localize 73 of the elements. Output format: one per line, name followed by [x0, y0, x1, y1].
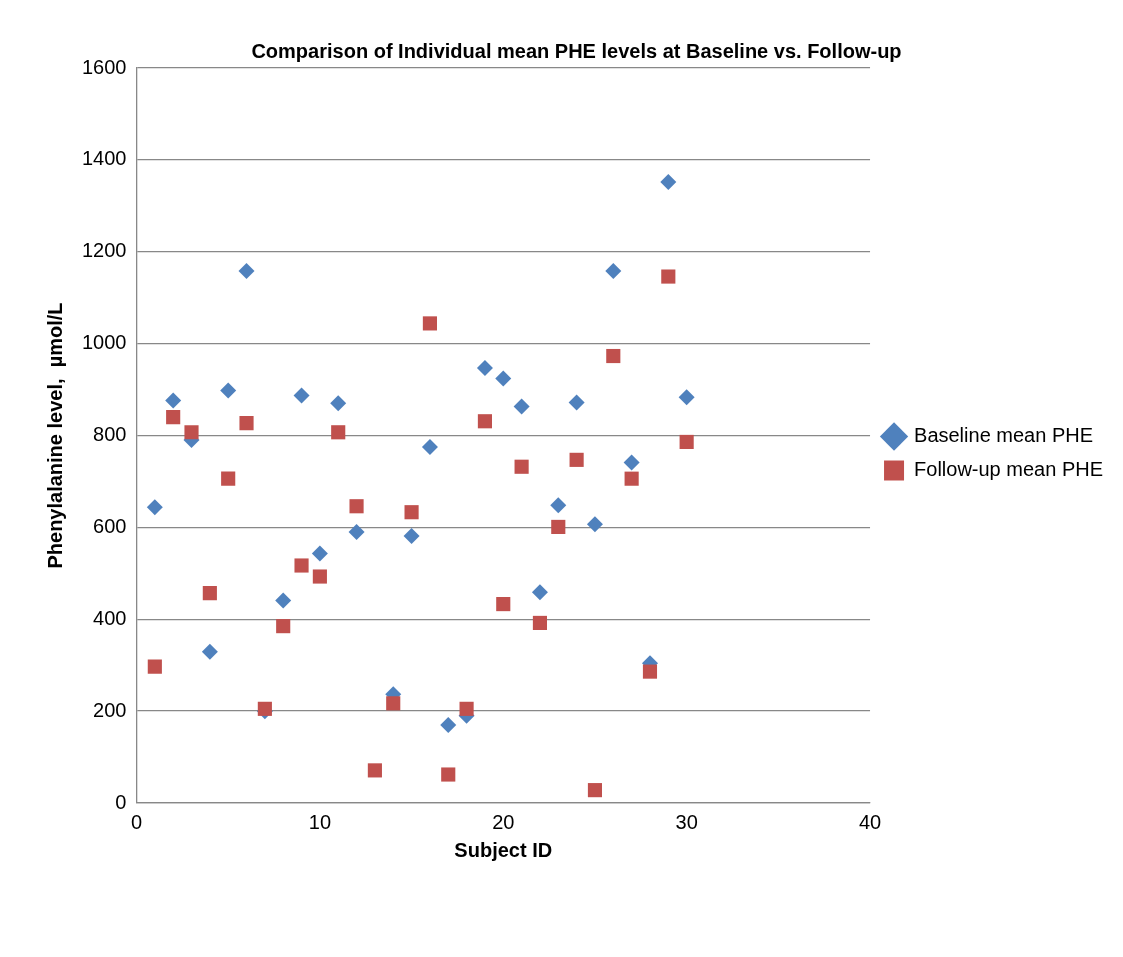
x-tick-label: 10: [308, 810, 331, 833]
point: [147, 659, 162, 674]
point: [404, 505, 419, 520]
point: [294, 558, 309, 573]
point: [568, 394, 585, 411]
point: [239, 416, 254, 431]
point: [477, 414, 492, 429]
y-axis-title: Phenylalanine level, µmol/L: [43, 302, 66, 569]
point: [440, 716, 457, 733]
point: [513, 398, 530, 415]
point: [532, 615, 548, 630]
point: [586, 516, 603, 533]
point: [202, 586, 217, 601]
point: [276, 619, 291, 634]
point: [476, 359, 493, 376]
point: [257, 701, 272, 716]
point: [495, 370, 512, 387]
y-tick-label: 800: [93, 423, 127, 446]
point: [441, 767, 456, 782]
y-tick-label: 1400: [81, 147, 127, 170]
point: [403, 528, 420, 545]
point: [367, 763, 382, 778]
point: [642, 664, 658, 679]
y-tick-label: 1200: [81, 239, 127, 262]
point: [312, 569, 327, 584]
point: [624, 471, 639, 486]
x-tick-label: 0: [130, 810, 143, 833]
point: [421, 438, 438, 455]
point: [678, 389, 695, 406]
x-tick-label: 30: [675, 810, 698, 833]
y-tick-label: 1600: [81, 55, 127, 78]
point: [311, 545, 328, 562]
y-tick-label: 600: [93, 514, 127, 537]
point: [331, 425, 346, 440]
point: [184, 425, 199, 440]
point: [679, 434, 694, 449]
point: [606, 348, 621, 364]
point: [605, 263, 622, 280]
point: [660, 173, 677, 190]
point: [496, 597, 511, 612]
point: [166, 410, 181, 425]
chart-title: Comparison of Individual mean PHE levels at Baseline vs. Follow-up: [251, 39, 902, 62]
point: [349, 499, 364, 514]
point: [459, 701, 474, 716]
point: [201, 643, 218, 660]
x-tick-label: 20: [492, 810, 515, 833]
legend-label: Baseline mean PHE: [914, 424, 1094, 447]
point: [531, 584, 548, 601]
y-tick-label: 200: [93, 698, 127, 721]
point: [386, 696, 401, 711]
x-axis-title: Subject ID: [454, 838, 553, 861]
y-tick-label: 0: [115, 790, 127, 813]
point: [551, 519, 566, 534]
point: [165, 392, 182, 409]
point: [587, 783, 603, 798]
point: [550, 497, 567, 514]
point: [661, 269, 676, 284]
point: [330, 395, 347, 412]
y-tick-label: 1000: [81, 331, 127, 354]
point: [569, 452, 584, 467]
point: [623, 454, 640, 471]
x-tick-label: 40: [858, 810, 882, 833]
y-tick-label: 400: [93, 606, 127, 629]
point: [293, 387, 310, 404]
legend-label: Follow-up mean PHE: [914, 458, 1103, 481]
point: [422, 316, 437, 331]
point: [348, 523, 365, 540]
point: [146, 499, 163, 516]
point: [275, 592, 292, 609]
point: [220, 382, 237, 399]
point: [238, 263, 255, 280]
point: [221, 471, 236, 486]
point: [514, 459, 529, 474]
